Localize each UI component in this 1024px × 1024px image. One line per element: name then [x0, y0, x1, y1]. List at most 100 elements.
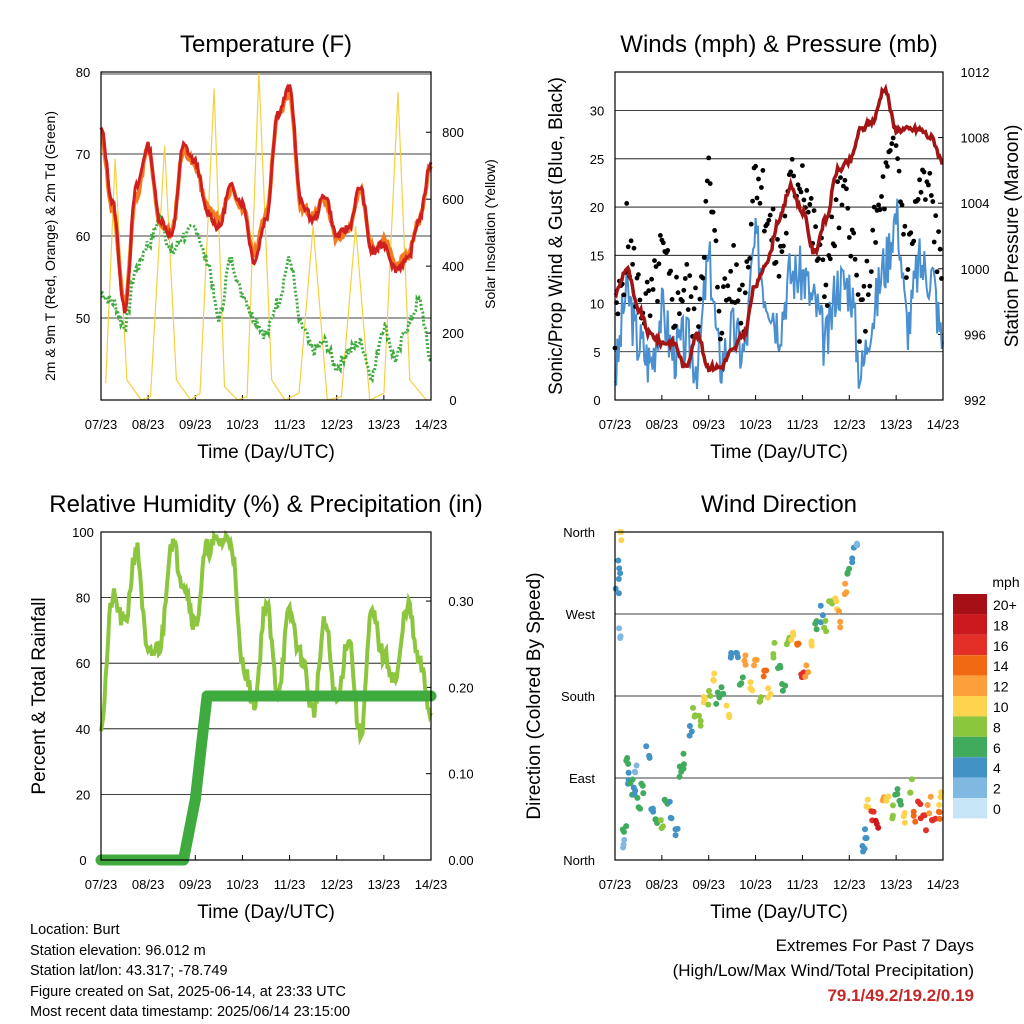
- elevation-text: Station elevation: 96.012 m: [30, 942, 206, 959]
- gust-point: [861, 283, 867, 289]
- direction-point: [802, 673, 809, 680]
- gust-point: [921, 169, 927, 175]
- winds-ytick-right-label: 992: [964, 393, 986, 408]
- direction-point: [836, 608, 842, 615]
- temperature-xtick-label: 13/23: [368, 417, 401, 432]
- direction-point: [901, 819, 908, 826]
- rh_precip-xtick-label: 12/23: [320, 877, 353, 892]
- gust-point: [899, 202, 905, 208]
- direction-point: [837, 624, 844, 631]
- gust-point: [838, 175, 843, 181]
- direction-point: [782, 682, 789, 689]
- gust-point: [931, 239, 937, 245]
- gust-point: [879, 194, 884, 199]
- gust-point: [748, 221, 754, 227]
- direction-point: [747, 679, 754, 686]
- gust-point: [726, 296, 732, 302]
- gust-point: [848, 253, 854, 259]
- colorbar-label: 20+: [993, 597, 1017, 613]
- direction-point: [617, 570, 624, 577]
- direction-point: [894, 791, 901, 798]
- direction-point: [680, 750, 687, 757]
- direction-point: [616, 565, 623, 572]
- gust-point: [615, 311, 621, 317]
- gust-point: [781, 243, 786, 249]
- gust-point: [788, 169, 794, 175]
- direction-point: [854, 540, 860, 547]
- winds-xtick-label: 08/23: [646, 417, 679, 432]
- temperature-xtick-label: 14/23: [415, 417, 448, 432]
- direction-point: [846, 565, 853, 572]
- temp-9m-line: [100, 86, 433, 306]
- wind_direction-xtick-label: 07/23: [599, 877, 632, 892]
- direction-point: [630, 784, 637, 791]
- winds-ytick-label: 15: [590, 248, 604, 263]
- gust-point: [895, 156, 900, 162]
- rh_precip-xtick-label: 13/23: [368, 877, 401, 892]
- direction-point: [771, 639, 778, 646]
- created-text: Figure created on Sat, 2025-06-14, at 23…: [30, 983, 346, 1000]
- direction-point: [696, 712, 702, 719]
- gust-point: [628, 238, 634, 244]
- gust-point: [681, 287, 687, 293]
- gust-point: [652, 258, 657, 263]
- gust-point: [820, 257, 826, 263]
- gust-point: [636, 272, 641, 277]
- temperature-xtick-label: 12/23: [320, 417, 353, 432]
- direction-point: [917, 801, 924, 808]
- winds-xtick-label: 11/23: [787, 417, 819, 432]
- gust-point: [933, 213, 939, 219]
- rh_precip-xtick-label: 07/23: [85, 877, 118, 892]
- gust-point: [665, 248, 671, 253]
- temperature-frame: [100, 71, 432, 401]
- gust-point: [857, 339, 862, 344]
- extremes-box: Extremes For Past 7 Days (High/Low/Max W…: [673, 933, 974, 1008]
- temperature-ytick-right-label: 600: [442, 192, 464, 207]
- wind_direction-xtick-label: 08/23: [646, 877, 679, 892]
- direction-point: [615, 557, 622, 564]
- gust-point: [644, 279, 650, 285]
- winds-xtick-label: 13/23: [880, 417, 913, 432]
- direction-point: [706, 687, 712, 694]
- winds-ytick-right-label: 1004: [961, 196, 990, 211]
- temperature-ytick-label: 80: [76, 65, 90, 80]
- gust-point: [928, 193, 934, 198]
- colorbar-swatch: [953, 655, 987, 676]
- gust-point: [725, 283, 731, 289]
- colorbar-label: 4: [993, 760, 1001, 776]
- rh-ytick-label: 20: [76, 787, 90, 802]
- gust-point: [816, 256, 821, 261]
- winds-ytick-right-label: 1000: [961, 262, 990, 277]
- gust-point: [930, 199, 936, 204]
- gust-point: [747, 256, 753, 261]
- gust-point: [740, 282, 745, 288]
- gust-point: [703, 198, 709, 204]
- gust-point: [829, 214, 835, 220]
- gust-point: [773, 259, 779, 265]
- direction-point: [863, 803, 870, 810]
- colorbar-swatch: [953, 716, 987, 737]
- gust-point: [707, 181, 713, 187]
- latlon-text: Station lat/lon: 43.317; -78.749: [30, 963, 228, 979]
- temperature-ytick-label: 60: [76, 229, 90, 244]
- gust-point: [824, 303, 830, 308]
- direction-point: [738, 680, 745, 687]
- temperature-panel: Temperature (F) Time (Day/UTC) 07/23 08/23 0…: [42, 31, 498, 463]
- gust-point: [756, 176, 761, 182]
- direction-point: [666, 798, 673, 805]
- gust-point: [832, 243, 837, 249]
- gust-point: [655, 298, 660, 304]
- gust-point: [800, 163, 805, 169]
- gust-point: [798, 189, 804, 195]
- colorbar-label: 18: [993, 617, 1009, 633]
- gust-point: [715, 284, 720, 290]
- direction-point: [728, 650, 735, 656]
- direction-point: [697, 722, 704, 729]
- gust-point: [917, 177, 922, 183]
- gust-point: [904, 275, 909, 280]
- gust-point: [823, 282, 829, 288]
- gust-point: [902, 223, 908, 229]
- winds-ytick-right-label: 1012: [961, 65, 990, 80]
- direction-point: [733, 649, 740, 656]
- gust-point: [779, 249, 785, 255]
